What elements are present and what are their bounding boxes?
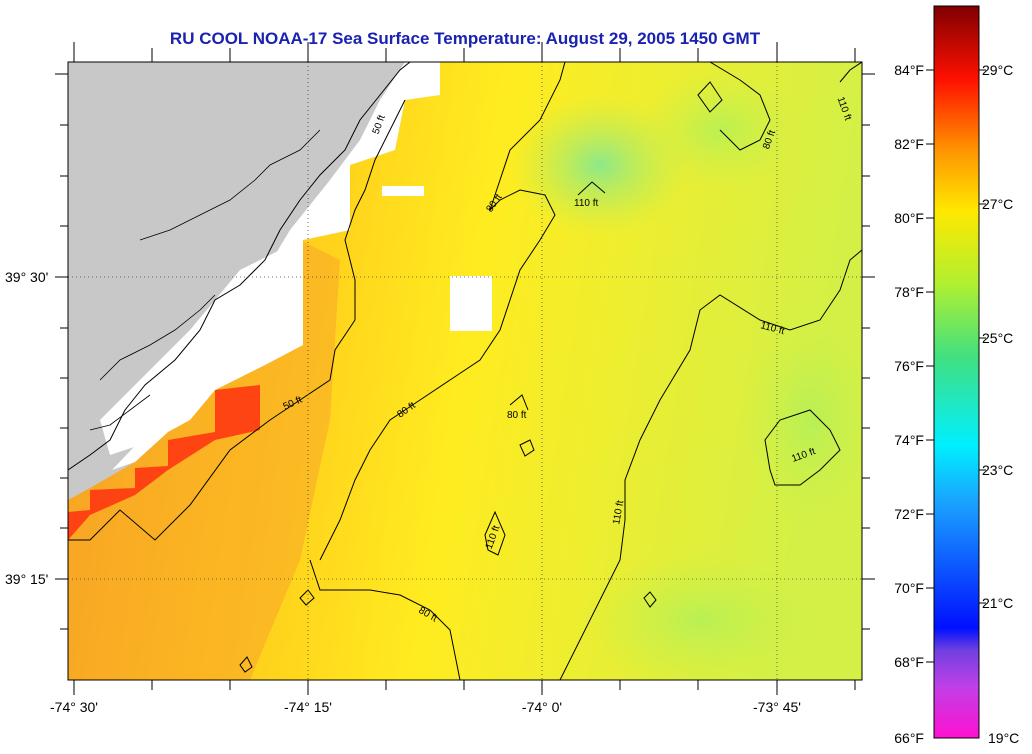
x-tick-label: -74° 30' <box>50 699 98 715</box>
sst-field <box>68 62 862 680</box>
contour-label: 110 ft <box>611 499 626 525</box>
colorbar: 84°F 82°F 80°F 78°F 76°F 74°F 72°F 70°F … <box>894 5 1019 746</box>
colorbar-c-label: 27°C <box>982 196 1013 212</box>
colorbar-f-label: 80°F <box>894 210 924 226</box>
x-axis-labels: -74° 30' -74° 15' -74° 0' -73° 45' <box>50 699 801 715</box>
colorbar-c-label: 21°C <box>982 595 1013 611</box>
colorbar-c-label: 25°C <box>982 330 1013 346</box>
colorbar-scale <box>933 5 980 739</box>
y-axis-labels: 39° 30' 39° 15' <box>5 269 48 587</box>
x-tick-label: -74° 15' <box>284 699 332 715</box>
contour-label: 110 ft <box>574 198 598 209</box>
plot-frame <box>67 61 863 681</box>
colorbar-f-label: 72°F <box>894 506 924 522</box>
colorbar-f-label: 74°F <box>894 432 924 448</box>
y-tick-label: 39° 30' <box>5 269 48 285</box>
y-tick-label: 39° 15' <box>5 571 48 587</box>
x-tick-label: -74° 0' <box>522 699 562 715</box>
contour-label: 80 ft <box>507 410 527 421</box>
colorbar-c-label: 29°C <box>982 62 1013 78</box>
colorbar-f-label: 76°F <box>894 358 924 374</box>
map-title: RU COOL NOAA-17 Sea Surface Temperature:… <box>169 29 761 48</box>
x-tick-label: -73° 45' <box>753 699 801 715</box>
colorbar-f-label: 68°F <box>894 654 924 670</box>
colorbar-f-label: 66°F <box>894 730 924 746</box>
colorbar-c-label: 19°C <box>988 730 1019 746</box>
colorbar-c-label: 23°C <box>982 462 1013 478</box>
tick-marks <box>55 42 875 695</box>
colorbar-f-label: 82°F <box>894 136 924 152</box>
colorbar-f-label: 70°F <box>894 580 924 596</box>
graticule <box>68 62 862 680</box>
colorbar-f-label: 84°F <box>894 62 924 78</box>
colorbar-f-label: 78°F <box>894 284 924 300</box>
